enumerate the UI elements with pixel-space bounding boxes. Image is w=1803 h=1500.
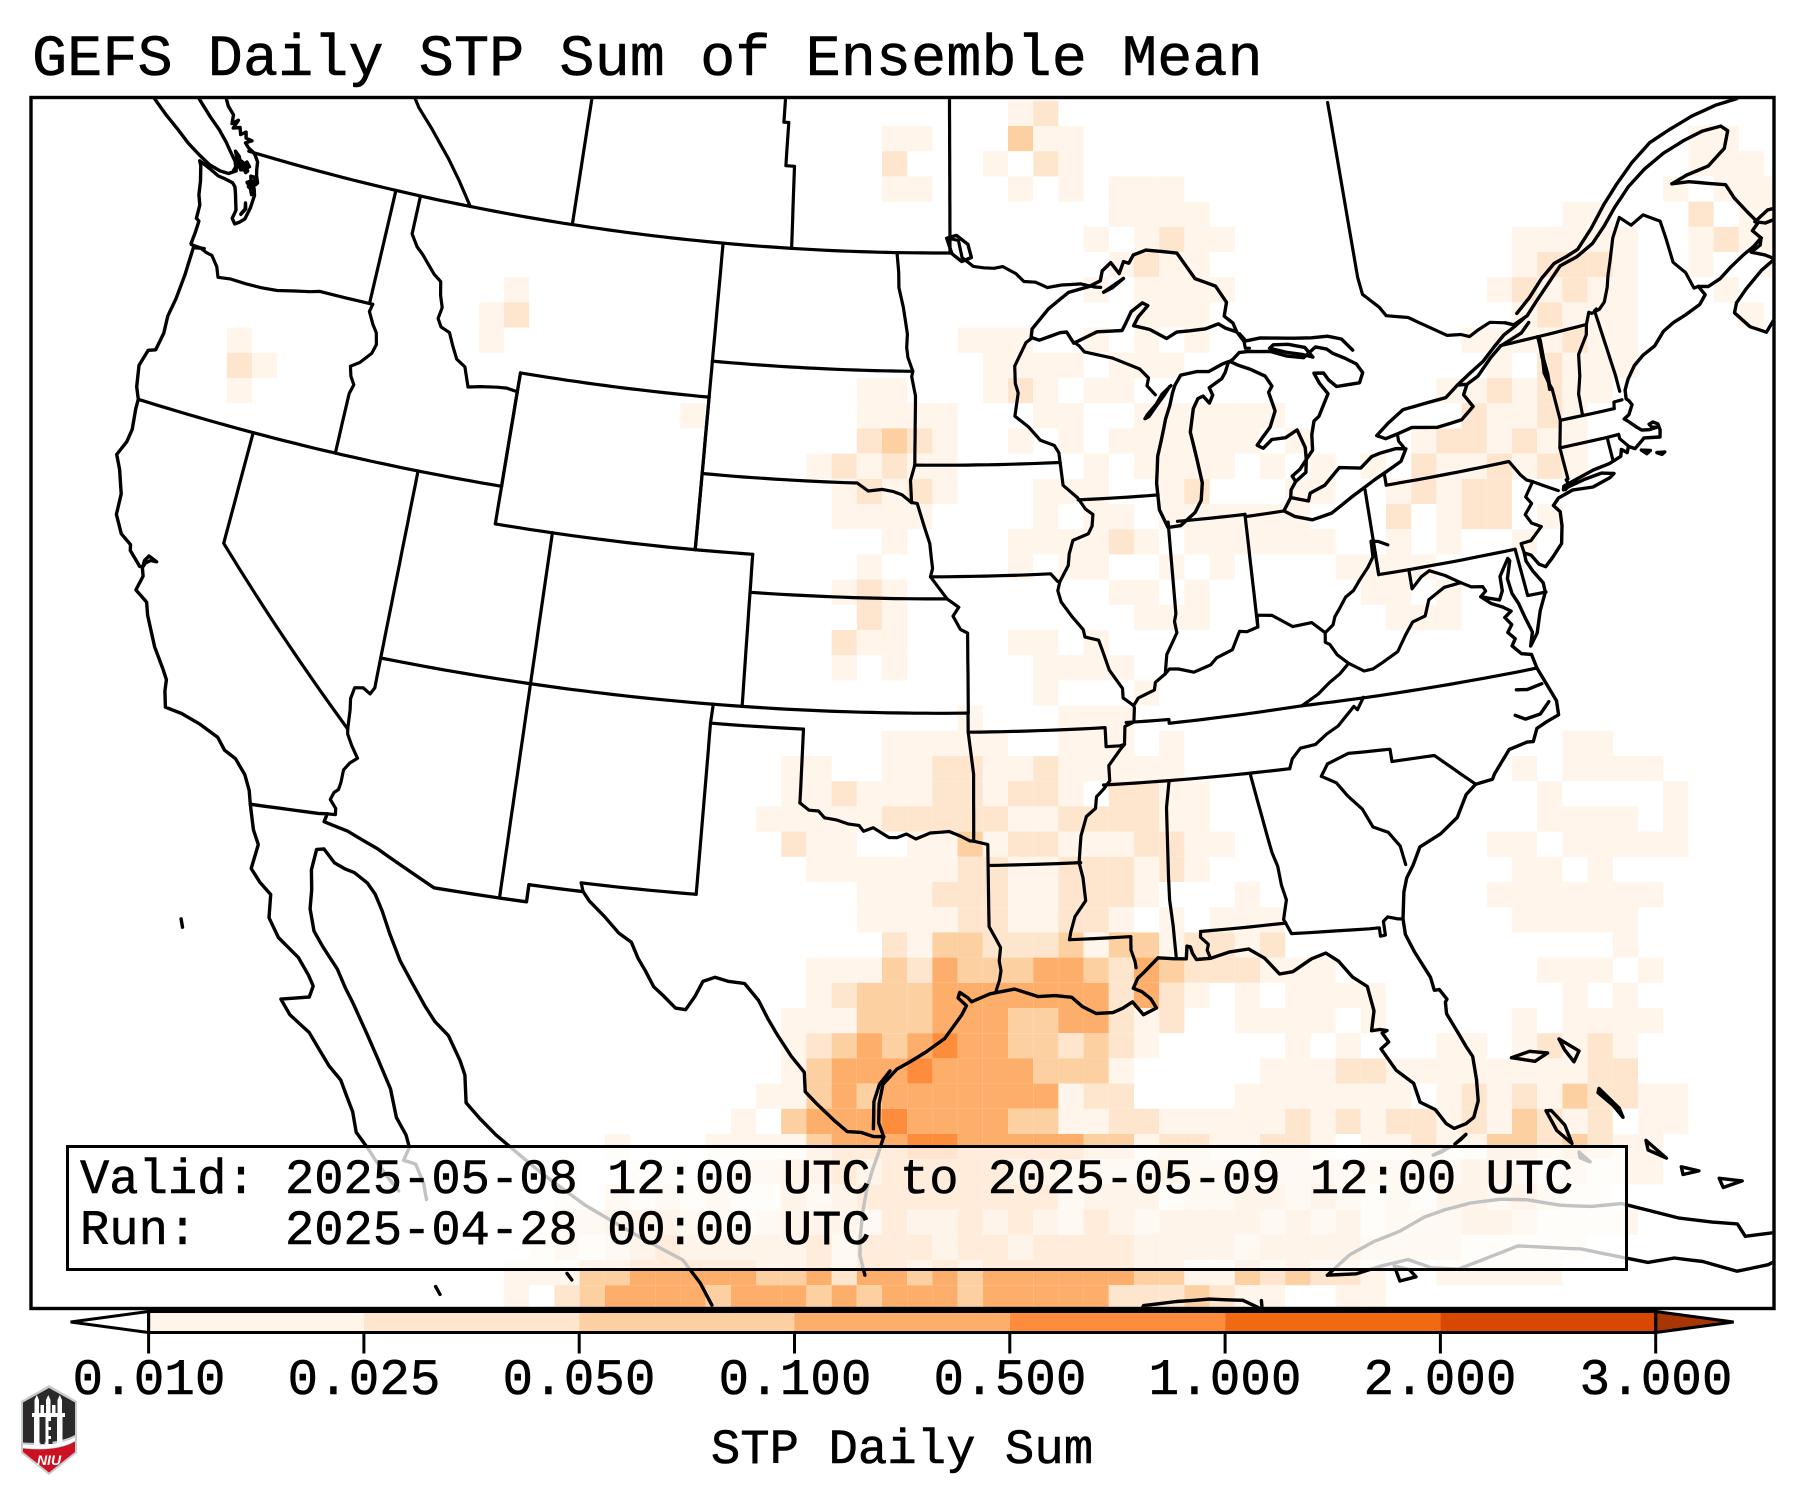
svg-text:NIU: NIU	[37, 1452, 62, 1468]
